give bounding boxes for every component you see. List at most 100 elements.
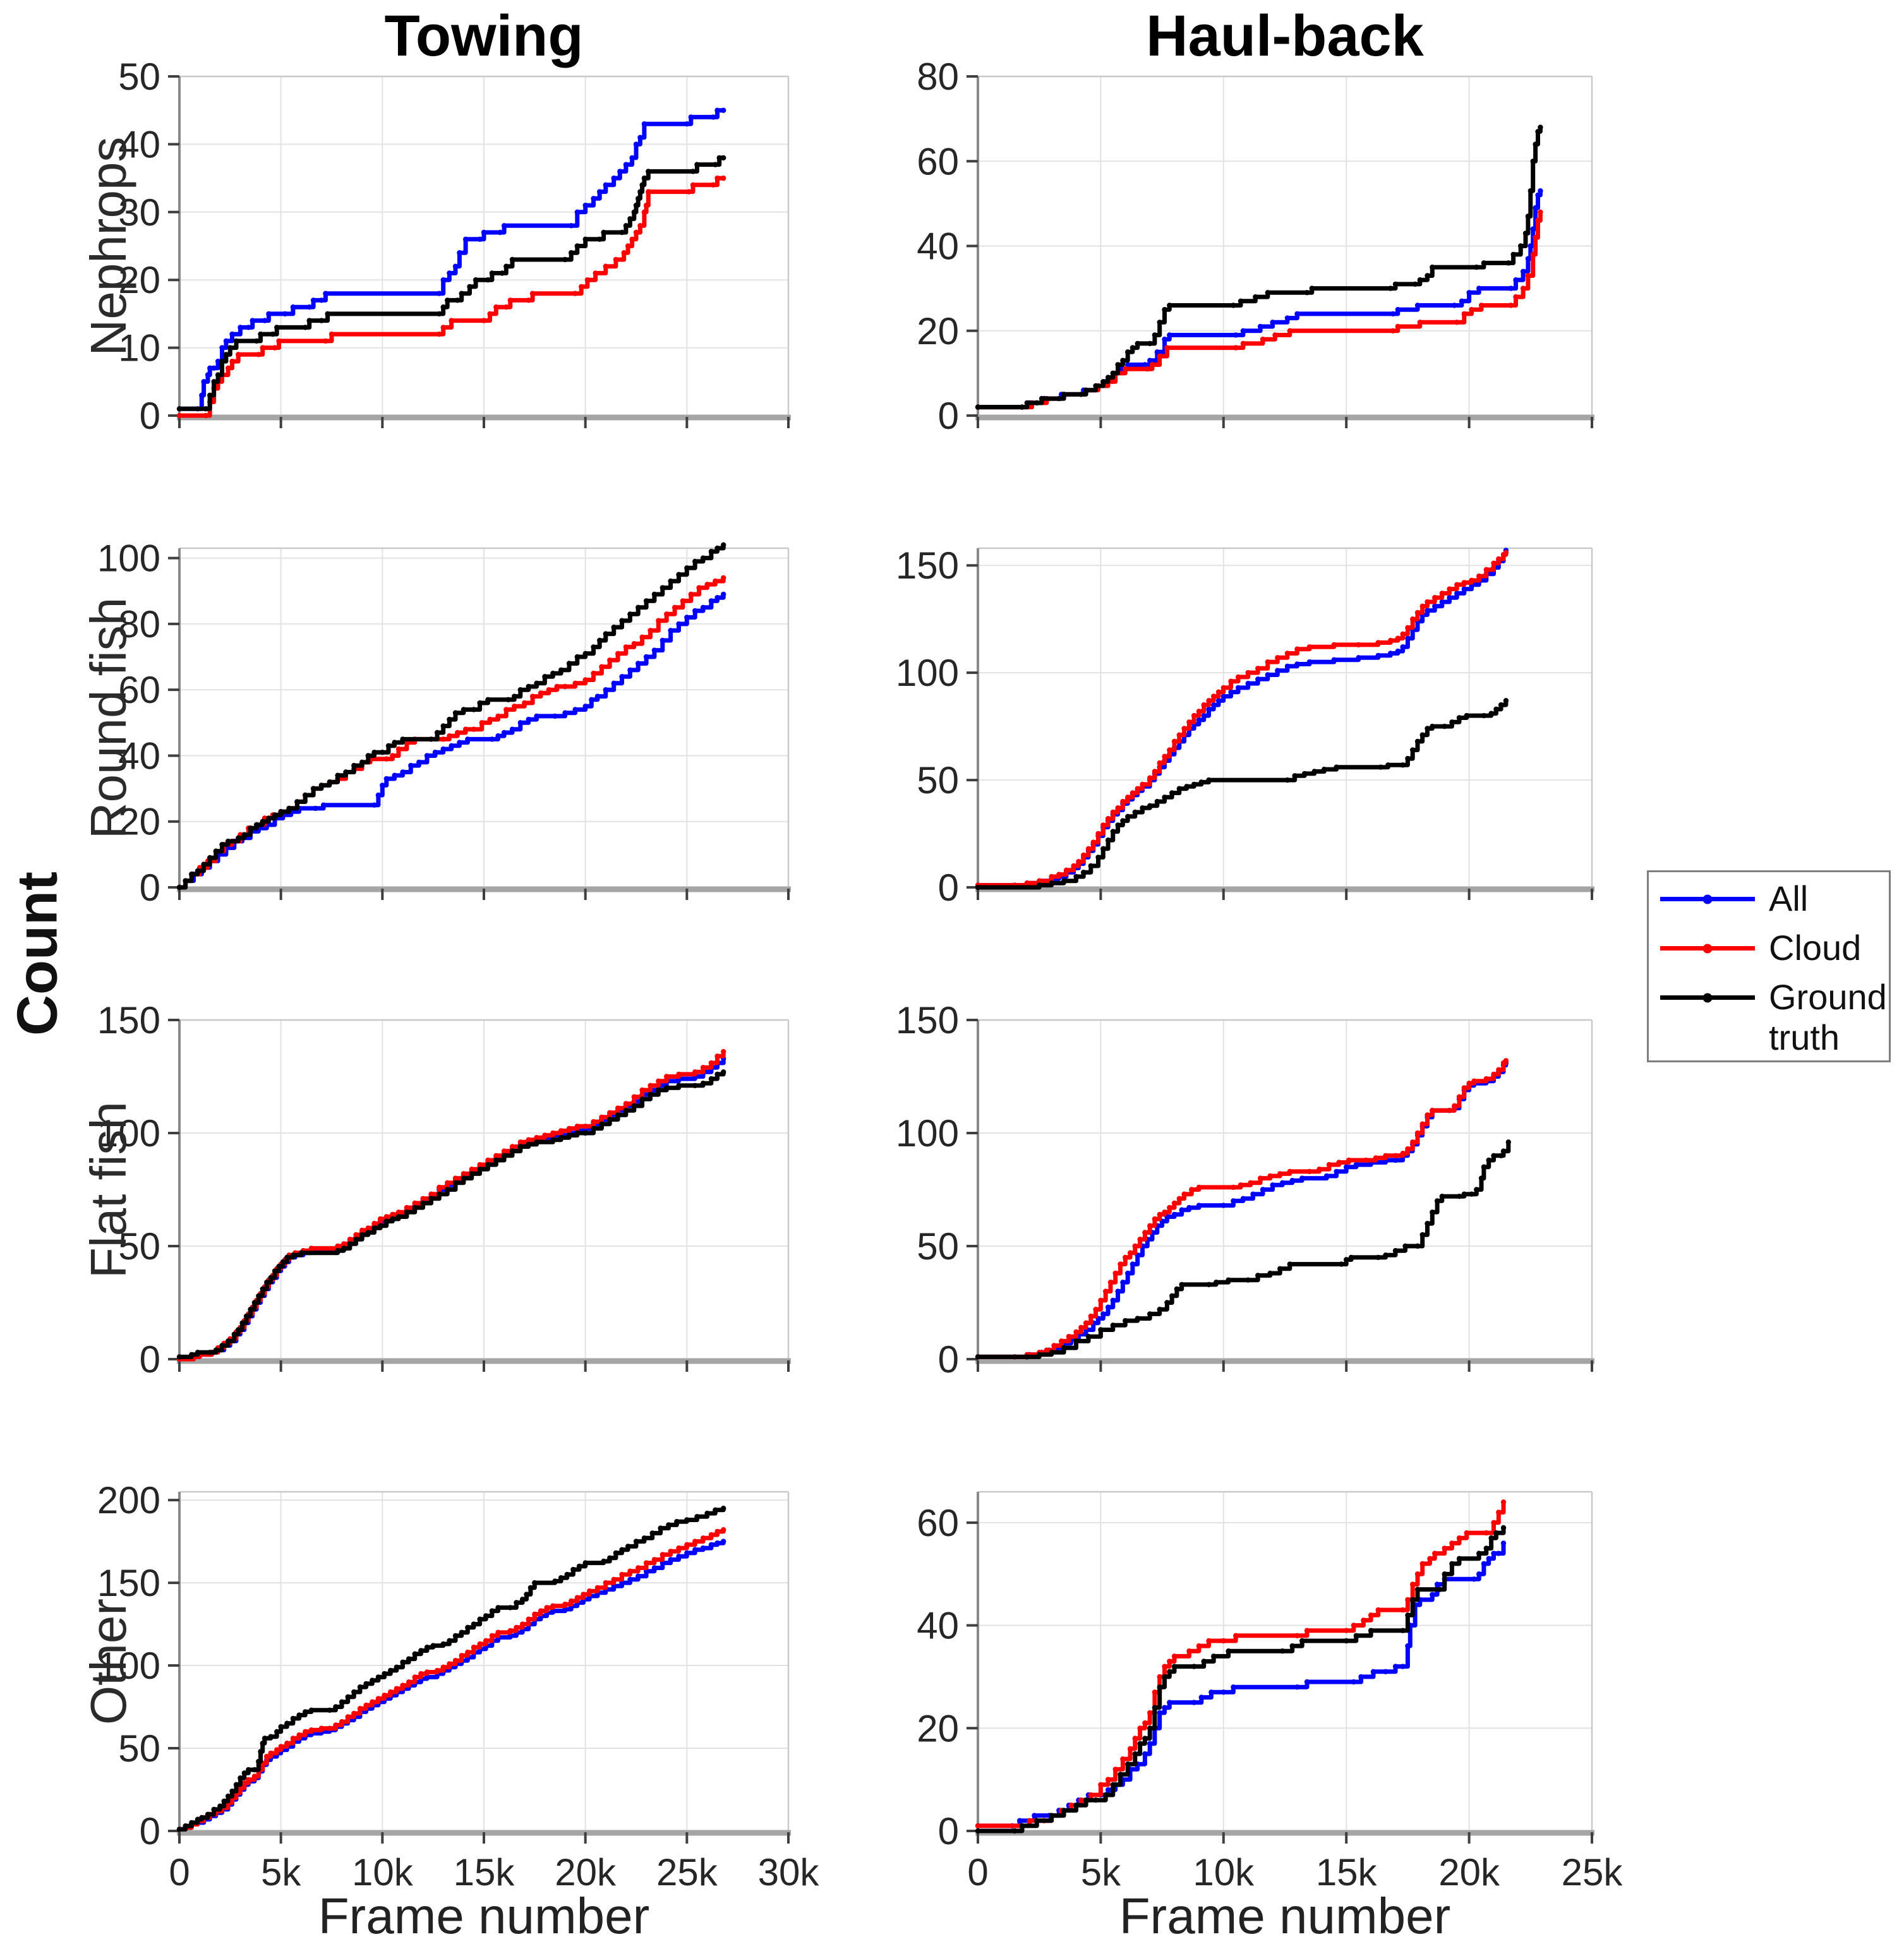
data-point-marker bbox=[704, 1510, 710, 1516]
data-point-marker bbox=[1073, 1338, 1079, 1344]
data-point-marker bbox=[1137, 1237, 1143, 1242]
series-markers-all bbox=[176, 107, 726, 412]
data-point-marker bbox=[710, 182, 716, 188]
data-point-marker bbox=[1167, 747, 1172, 753]
data-point-marker bbox=[270, 331, 275, 337]
data-point-marker bbox=[1145, 366, 1150, 372]
data-point-marker bbox=[501, 223, 507, 229]
series-markers-ground-truth bbox=[176, 1069, 726, 1360]
data-point-marker bbox=[1066, 1334, 1072, 1340]
data-point-marker bbox=[1442, 723, 1447, 729]
data-point-marker bbox=[251, 1300, 258, 1305]
data-point-marker bbox=[636, 604, 641, 610]
data-point-marker bbox=[1164, 345, 1170, 351]
data-point-marker bbox=[601, 1558, 606, 1564]
data-point-marker bbox=[538, 1608, 544, 1614]
data-point-marker bbox=[1226, 1277, 1231, 1283]
data-point-marker bbox=[562, 256, 568, 263]
data-point-marker bbox=[1176, 732, 1183, 738]
data-point-marker bbox=[465, 736, 471, 742]
data-point-marker bbox=[1538, 124, 1543, 130]
data-point-marker bbox=[607, 1117, 613, 1122]
data-point-marker bbox=[284, 1254, 290, 1261]
y-tick-label: 0 bbox=[140, 395, 160, 437]
data-point-marker bbox=[1388, 637, 1394, 644]
data-point-marker bbox=[276, 1264, 282, 1269]
data-point-marker bbox=[1284, 663, 1291, 669]
data-point-marker bbox=[1518, 243, 1524, 249]
data-point-marker bbox=[282, 311, 288, 317]
data-point-marker bbox=[1432, 1551, 1438, 1556]
data-point-marker bbox=[1171, 1653, 1178, 1659]
data-point-marker bbox=[584, 277, 591, 283]
data-point-marker bbox=[1378, 764, 1383, 770]
data-point-marker bbox=[1442, 1545, 1447, 1551]
data-point-marker bbox=[1356, 655, 1361, 661]
data-point-marker bbox=[258, 331, 263, 337]
data-point-marker bbox=[268, 1750, 274, 1756]
data-point-marker bbox=[1027, 1818, 1032, 1823]
data-point-marker bbox=[1496, 556, 1502, 562]
data-point-marker bbox=[1167, 1659, 1172, 1664]
data-point-marker bbox=[1294, 646, 1300, 652]
data-point-marker bbox=[440, 723, 446, 729]
data-point-marker bbox=[1093, 383, 1099, 389]
data-point-marker bbox=[1220, 693, 1227, 699]
data-point-marker bbox=[207, 392, 213, 398]
data-point-marker bbox=[1471, 1078, 1477, 1084]
data-point-marker bbox=[1331, 642, 1337, 648]
data-point-marker bbox=[215, 372, 221, 378]
data-point-marker bbox=[465, 1624, 471, 1630]
data-point-marker bbox=[1206, 1638, 1212, 1644]
data-point-marker bbox=[471, 1621, 477, 1627]
data-point-marker bbox=[1110, 829, 1116, 834]
data-point-marker bbox=[519, 1621, 526, 1627]
data-point-marker bbox=[380, 783, 385, 788]
series-line-ground-truth bbox=[978, 1142, 1511, 1359]
data-point-marker bbox=[637, 189, 643, 195]
data-point-marker bbox=[449, 318, 454, 323]
data-point-marker bbox=[1388, 285, 1394, 291]
data-point-marker bbox=[308, 1245, 315, 1251]
data-point-marker bbox=[424, 1645, 430, 1650]
data-point-marker bbox=[576, 1563, 582, 1569]
data-point-marker bbox=[1061, 1345, 1067, 1351]
data-point-marker bbox=[495, 1629, 501, 1635]
x-axis-label-haulback: Frame number bbox=[1119, 1888, 1451, 1944]
data-point-marker bbox=[308, 1727, 315, 1733]
data-point-marker bbox=[1171, 738, 1178, 745]
data-point-marker bbox=[1284, 651, 1291, 656]
data-point-marker bbox=[975, 1828, 981, 1834]
data-point-marker bbox=[649, 1530, 655, 1536]
data-point-marker bbox=[1169, 790, 1175, 796]
data-point-marker bbox=[1095, 855, 1101, 860]
data-point-marker bbox=[1130, 790, 1136, 796]
legend-line-swatch-ground-truth bbox=[1660, 993, 1755, 1002]
data-point-marker bbox=[1016, 1818, 1023, 1823]
data-point-marker bbox=[290, 1736, 296, 1741]
data-point-marker bbox=[241, 1770, 247, 1776]
data-point-marker bbox=[351, 1689, 357, 1695]
data-point-marker bbox=[459, 1653, 464, 1659]
data-point-marker bbox=[1076, 859, 1082, 865]
data-point-marker bbox=[714, 1071, 720, 1077]
x-tick-label: 0 bbox=[169, 1851, 190, 1893]
y-tick-label: 150 bbox=[896, 544, 959, 587]
data-point-marker bbox=[507, 297, 513, 303]
data-point-marker bbox=[1447, 1108, 1452, 1113]
data-point-marker bbox=[1073, 873, 1079, 880]
data-point-marker bbox=[639, 634, 645, 640]
data-point-marker bbox=[1226, 1648, 1231, 1654]
data-point-marker bbox=[1383, 1669, 1389, 1674]
data-point-marker bbox=[1481, 1164, 1487, 1170]
data-point-marker bbox=[700, 1545, 706, 1551]
data-point-marker bbox=[357, 1706, 363, 1712]
data-point-marker bbox=[1498, 1153, 1504, 1159]
data-point-marker bbox=[395, 1214, 402, 1220]
data-point-marker bbox=[1306, 644, 1313, 650]
data-point-marker bbox=[1437, 1587, 1443, 1592]
data-point-marker bbox=[1466, 290, 1472, 296]
data-point-marker bbox=[1478, 1175, 1485, 1181]
data-point-marker bbox=[666, 1522, 672, 1528]
